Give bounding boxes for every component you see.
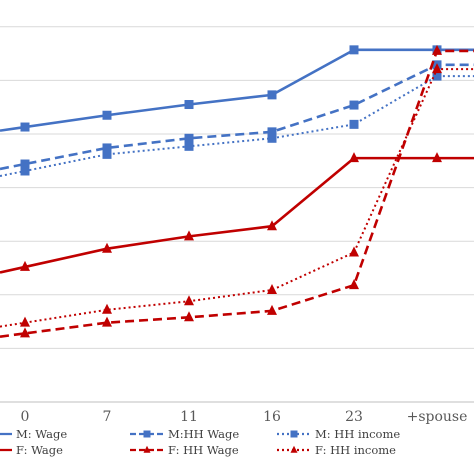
data-point-marker <box>349 279 359 290</box>
x-axis: 0 7 11 16 23 +spouse <box>0 401 474 425</box>
legend-label: F: Wage <box>16 443 63 457</box>
data-point-marker <box>349 246 359 257</box>
series-line <box>0 48 474 132</box>
data-point-marker <box>267 90 277 100</box>
x-tick-label: 0 <box>21 409 30 425</box>
series-m-hh-income <box>0 71 474 178</box>
data-point-marker <box>290 445 298 453</box>
data-point-marker <box>102 303 112 314</box>
series-line <box>0 156 474 274</box>
data-point-marker <box>349 119 359 129</box>
series-line <box>0 49 474 338</box>
data-point-marker <box>432 44 442 55</box>
data-point-marker <box>184 295 194 306</box>
series-f-hh-wage <box>0 44 474 338</box>
data-point-marker <box>432 71 442 81</box>
data-point-marker <box>267 127 277 137</box>
data-point-marker <box>290 430 298 438</box>
series-f-hh-income <box>0 63 474 328</box>
data-point-marker <box>102 316 112 327</box>
data-point-marker <box>184 230 194 241</box>
data-point-marker <box>102 149 112 159</box>
legend-entry: M:HH Wage <box>130 427 239 441</box>
data-point-marker <box>267 220 277 231</box>
series-m-wage <box>0 45 474 132</box>
series-f-wage <box>0 152 474 274</box>
legend-label: M: Wage <box>16 427 67 441</box>
data-point-marker <box>349 45 359 55</box>
x-tick-label: +spouse <box>407 409 468 425</box>
data-point-marker <box>20 159 30 169</box>
x-tick-label: 16 <box>263 409 281 425</box>
data-point-marker <box>143 430 151 438</box>
data-point-marker <box>432 152 442 163</box>
data-point-marker <box>20 260 30 271</box>
data-point-marker <box>20 166 30 176</box>
data-point-marker <box>143 445 151 453</box>
legend-entry: F: Wage <box>0 443 63 457</box>
data-point-marker <box>20 316 30 327</box>
legend: M: Wage M:HH Wage M: HH income F: Wage F: HH… <box>0 427 400 457</box>
legend-label: F: HH Wage <box>168 443 239 457</box>
series-line <box>0 75 474 178</box>
series-line <box>0 68 474 328</box>
x-tick-label: 23 <box>345 409 363 425</box>
data-point-marker <box>267 304 277 315</box>
data-point-marker <box>20 122 30 132</box>
data-point-marker <box>184 133 194 143</box>
data-point-marker <box>184 100 194 110</box>
series-line <box>0 63 474 171</box>
data-point-marker <box>267 283 277 294</box>
data-point-marker <box>20 327 30 338</box>
data-point-marker <box>267 133 277 143</box>
data-point-marker <box>432 63 442 74</box>
legend-label: M:HH Wage <box>168 427 239 441</box>
data-point-marker <box>102 242 112 253</box>
data-point-marker <box>102 143 112 153</box>
data-point-marker <box>349 152 359 163</box>
legend-label: M: HH income <box>315 427 400 441</box>
data-point-marker <box>184 311 194 322</box>
data-point-marker <box>102 110 112 120</box>
legend-label: F: HH income <box>315 443 396 457</box>
series-lines <box>0 44 474 338</box>
legend-entry: M: Wage <box>0 427 67 441</box>
series-m-hh-wage <box>0 60 474 171</box>
legend-entry: M: HH income <box>277 427 400 441</box>
x-tick-label: 11 <box>180 409 198 425</box>
legend-entry: F: HH income <box>277 443 396 457</box>
data-point-marker <box>184 141 194 151</box>
legend-entry: F: HH Wage <box>130 443 239 457</box>
x-tick-label: 7 <box>103 409 112 425</box>
data-point-marker <box>349 100 359 110</box>
gridlines <box>0 26 474 349</box>
